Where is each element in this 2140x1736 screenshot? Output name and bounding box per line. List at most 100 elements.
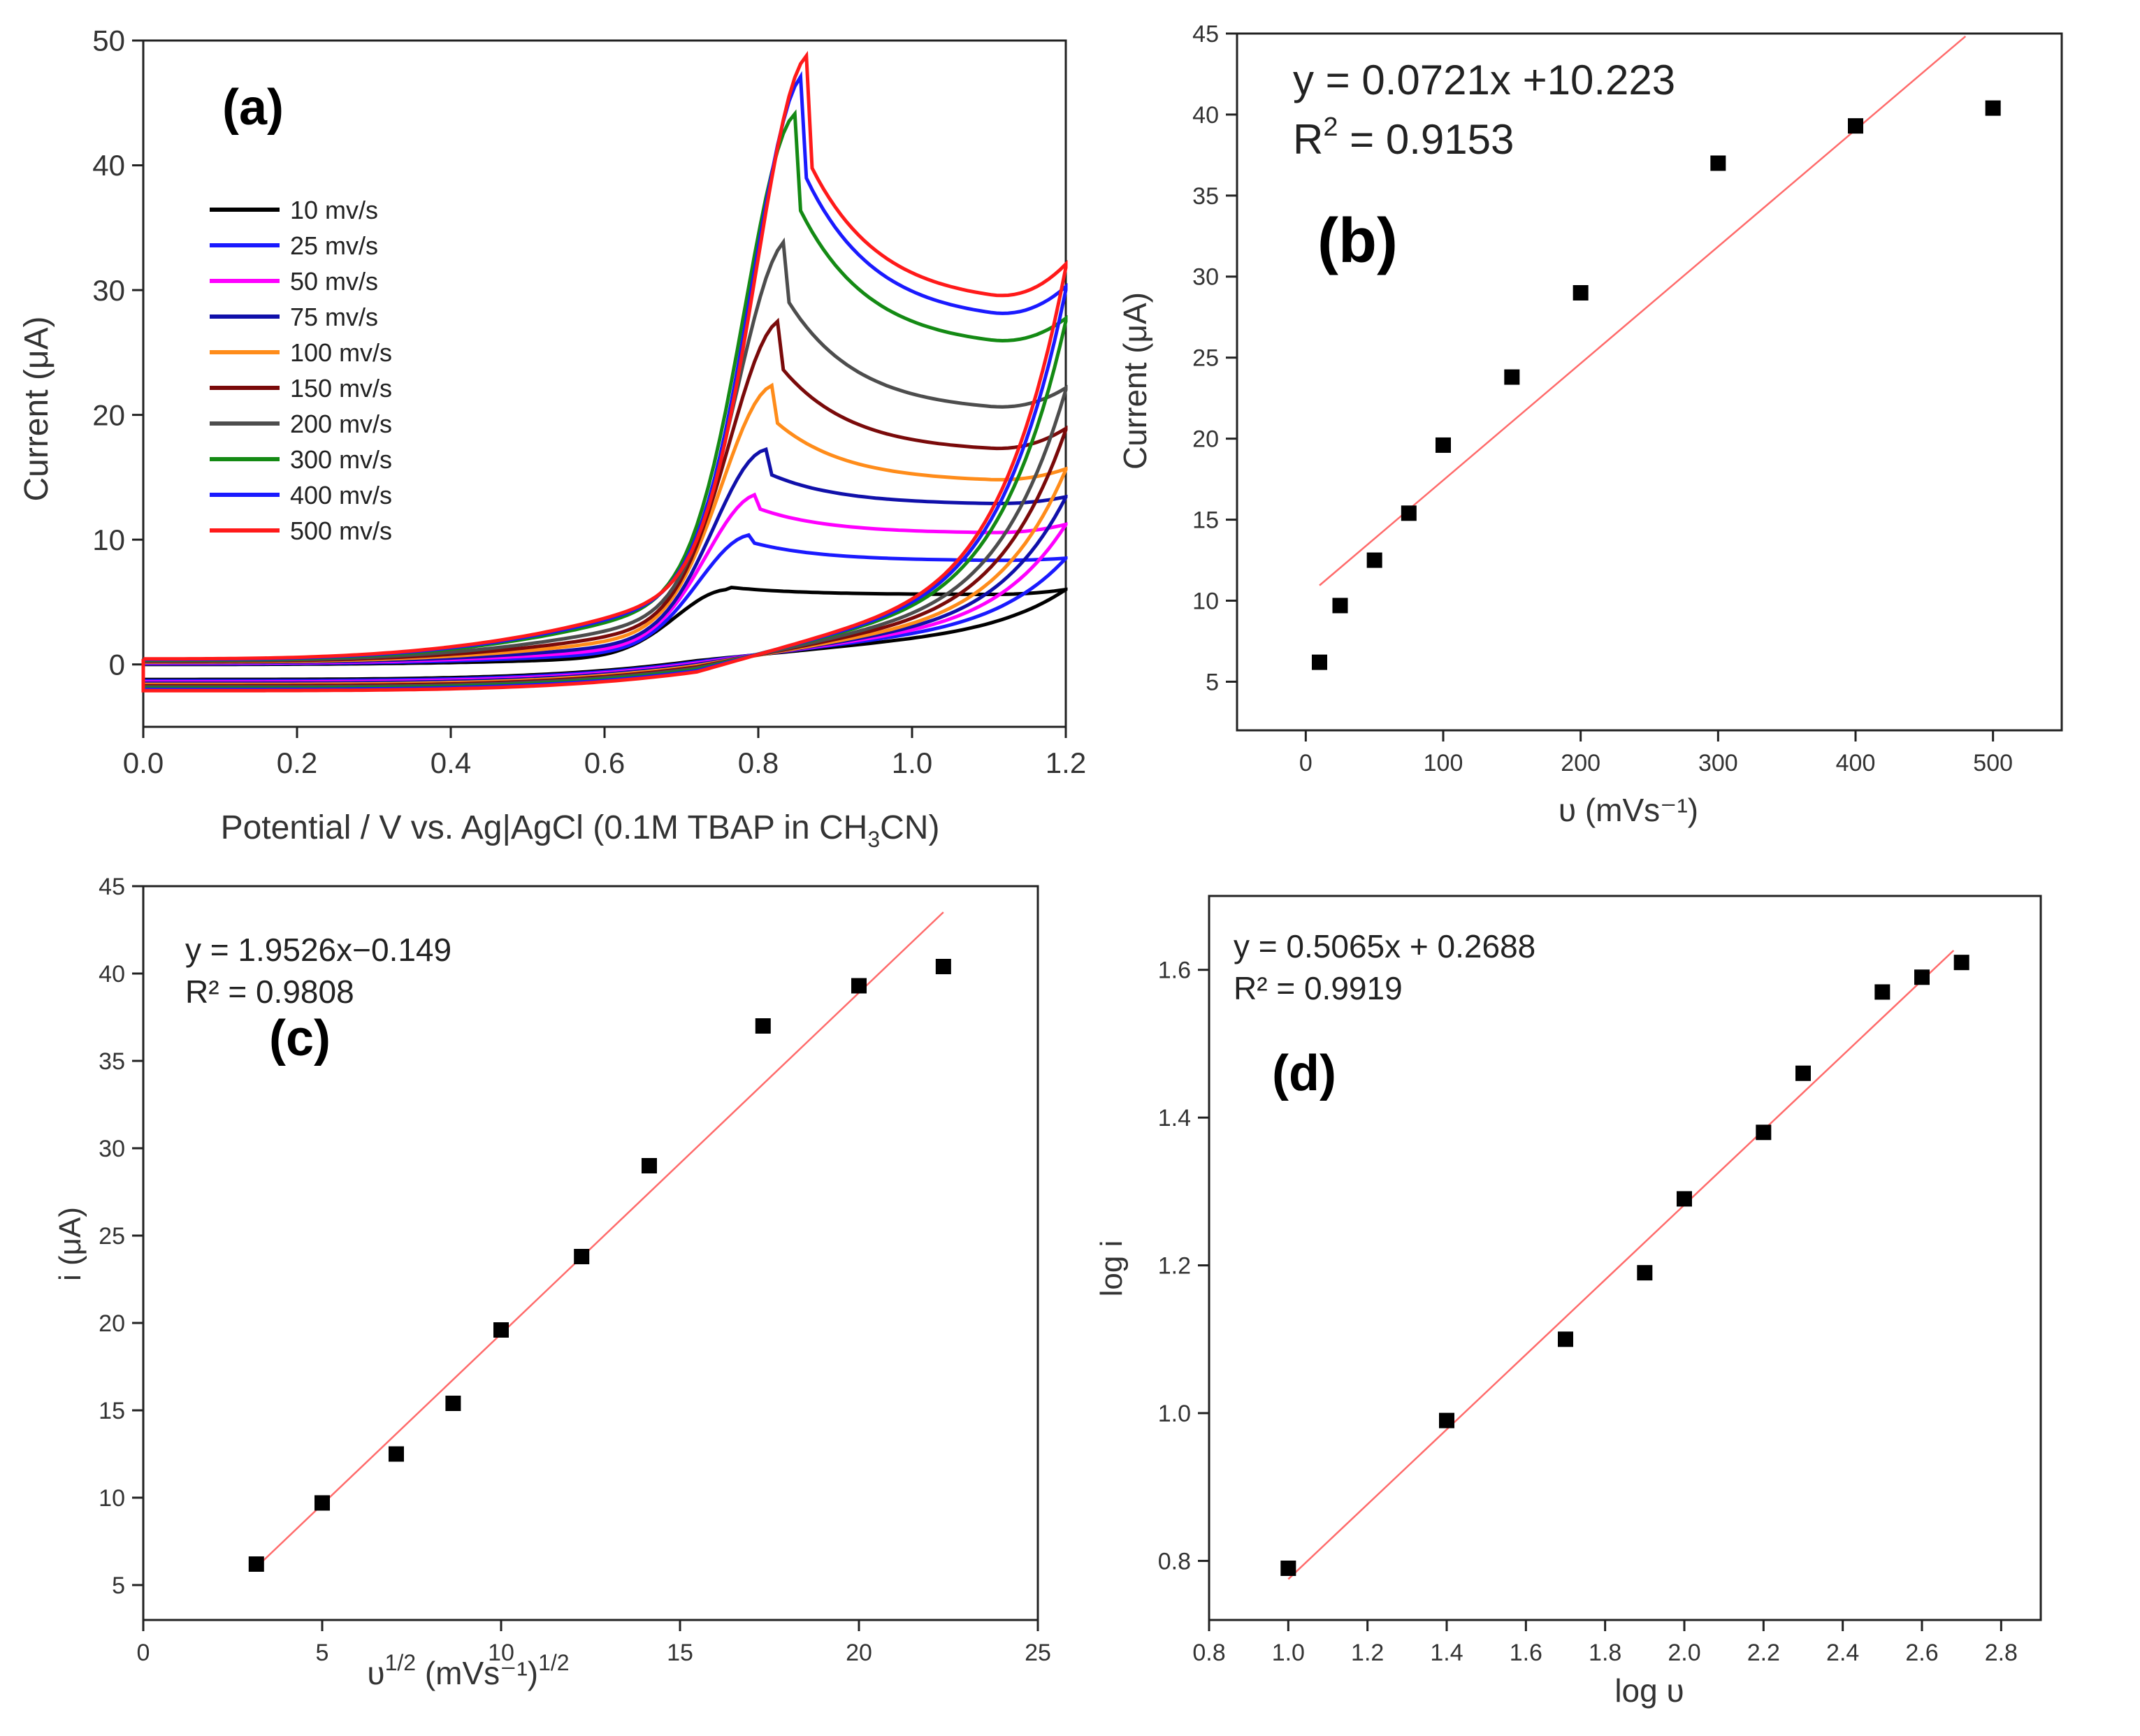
panel-d-point: [1439, 1412, 1454, 1428]
panel-c-ytick-label: 40: [99, 961, 125, 988]
panel-c-xtick-label: 15: [667, 1640, 693, 1666]
panel-d-point: [1558, 1331, 1573, 1347]
panel-d-label: (d): [1272, 1046, 1336, 1101]
panel-b-ytick-label: 15: [1192, 507, 1219, 533]
panel-a-legend-label: 300 mv/s: [290, 445, 392, 474]
panel-b-point: [1710, 155, 1726, 171]
panel-a-xtick-label: 0.6: [584, 746, 625, 779]
panel-a-legend-label: 150 mv/s: [290, 374, 392, 403]
panel-d-xtick-label: 1.8: [1589, 1640, 1621, 1666]
panel-d-r2: R² = 0.9919: [1234, 970, 1403, 1006]
panel-d-xtick-label: 2.8: [1985, 1640, 2018, 1666]
panel-b-ylabel: Current (μA): [1117, 292, 1153, 470]
panel-d-xtick-label: 2.0: [1668, 1640, 1700, 1666]
panel-b-ytick-label: 35: [1192, 183, 1219, 210]
panel-a-legend: 10 mv/s 25 mv/s 50 mv/s 75 mv/s 100 mv/s 150 …: [210, 196, 392, 545]
panel-d-xtick-label: 1.0: [1272, 1640, 1305, 1666]
panel-a-ytick-label: 0: [109, 648, 125, 681]
panel-d-xtick-label: 2.4: [1826, 1640, 1859, 1666]
panel-d-point: [1874, 984, 1890, 1000]
panel-a-xtick-label: 1.0: [892, 746, 932, 779]
panel-d-frame: [1208, 895, 2042, 1621]
panel-b-point: [1573, 284, 1589, 301]
panel-c-xtick-label: 0: [137, 1640, 150, 1666]
panel-b-label: (b): [1317, 206, 1398, 276]
panel-a-legend-label: 25 mv/s: [290, 231, 378, 260]
panel-b-point: [1366, 552, 1382, 568]
panel-c-ytick-label: 20: [99, 1310, 125, 1337]
panel-c-point: [248, 1556, 264, 1572]
panel-d-point: [1677, 1191, 1692, 1207]
panel-b-ytick-label: 40: [1192, 102, 1219, 129]
panel-c-point: [315, 1495, 330, 1511]
panel-b-point: [1401, 505, 1417, 521]
panel-c-frame: [142, 885, 1039, 1621]
panel-a-legend-label: 200 mv/s: [290, 410, 392, 438]
panel-b-ytick-label: 25: [1192, 345, 1219, 372]
panel-a-ytick-label: 40: [92, 149, 125, 182]
panel-d-point: [1914, 969, 1930, 985]
panel-d-ytick-label: 1.0: [1158, 1401, 1191, 1427]
panel-d-ytick-label: 1.4: [1158, 1105, 1191, 1131]
panel-b-ytick-label: 10: [1192, 588, 1219, 614]
panel-c-point: [755, 1018, 771, 1034]
panel-b-r2: R2 = 0.9153: [1293, 113, 1514, 163]
panel-c-ytick-label: 15: [99, 1398, 125, 1424]
panel-d-xtick-label: 1.2: [1351, 1640, 1384, 1666]
panel-c-ytick-label: 25: [99, 1223, 125, 1250]
panel-a-xtick-label: 0.0: [123, 746, 164, 779]
panel-a-ytick-label: 20: [92, 398, 125, 431]
panel-c-point: [851, 978, 867, 994]
panel-d-equation: y = 0.5065x + 0.2688: [1234, 928, 1535, 964]
panel-c-point: [388, 1446, 404, 1462]
panel-c-label: (c): [269, 1011, 331, 1066]
panel-a-legend-label: 75 mv/s: [290, 303, 378, 331]
panel-d-point: [1280, 1561, 1296, 1576]
panel-c-current-vs-sqrt-scanrate: (c) y = 1.9526x−0.149 R² = 0.9808 i (μA)…: [53, 874, 1051, 1691]
panel-a-legend-label: 500 mv/s: [290, 516, 392, 545]
panel-d-xtick-label: 2.6: [1905, 1640, 1938, 1666]
panel-b-point: [1504, 369, 1520, 385]
panel-c-point: [935, 959, 951, 974]
panel-c-ytick-label: 45: [99, 874, 125, 900]
panel-d-ylabel: log i: [1094, 1240, 1129, 1297]
panel-a-legend-label: 400 mv/s: [290, 481, 392, 509]
panel-c-xtick-label: 10: [488, 1640, 514, 1666]
panel-b-xtick-label: 300: [1698, 750, 1738, 776]
panel-c-equation: y = 1.9526x−0.149: [185, 932, 451, 968]
panel-c-r2: R² = 0.9808: [185, 974, 354, 1010]
panel-a-legend-label: 50 mv/s: [290, 267, 378, 296]
panel-b-xtick-label: 400: [1836, 750, 1876, 776]
panel-a-curves: [141, 50, 1068, 693]
panel-c-ytick-label: 35: [99, 1048, 125, 1075]
panel-c-point: [445, 1396, 461, 1411]
panel-d-xtick-label: 1.6: [1510, 1640, 1542, 1666]
panel-c-ytick-label: 30: [99, 1136, 125, 1162]
panel-d-xlabel: log υ: [1614, 1672, 1684, 1709]
panel-a-ytick-label: 10: [92, 523, 125, 556]
panel-d-log-i-vs-log-scanrate: (d) y = 0.5065x + 0.2688 R² = 0.9919 log…: [1094, 895, 2042, 1709]
panel-a-xlabel: Potential / V vs. Ag|AgCl (0.1M TBAP in …: [221, 809, 940, 852]
panel-d-point: [1953, 955, 1969, 971]
panel-d-ytick-label: 1.2: [1158, 1252, 1191, 1279]
panel-d-ytick-label: 0.8: [1158, 1548, 1191, 1575]
panel-a-cyclic-voltammogram: (a) Current (μA) Potential / V vs. Ag|Ag…: [18, 24, 1086, 852]
panel-a-xtick-label: 1.2: [1046, 746, 1086, 779]
panel-b-xlabel: υ (mVs⁻¹): [1559, 792, 1698, 828]
panel-b-point: [1332, 598, 1348, 614]
panel-a-legend-label: 100 mv/s: [290, 338, 392, 367]
panel-c-ytick-label: 5: [112, 1572, 125, 1599]
panel-c-xtick-label: 5: [316, 1640, 329, 1666]
panel-b-frame: [1236, 32, 2063, 732]
panel-b-xtick-label: 0: [1299, 750, 1313, 776]
panel-a-ylabel: Current (μA): [18, 316, 55, 501]
panel-a-label: (a): [222, 80, 284, 136]
panel-b-point: [1848, 118, 1863, 134]
panel-c-fit-line: [255, 911, 944, 1568]
panel-d-point: [1756, 1124, 1772, 1141]
panel-c-ytick-label: 10: [99, 1485, 125, 1512]
panel-d-point: [1637, 1265, 1653, 1281]
panel-a-ytick-label: 30: [92, 274, 125, 307]
panel-c-point: [574, 1249, 590, 1264]
panel-b-point: [1436, 437, 1451, 453]
